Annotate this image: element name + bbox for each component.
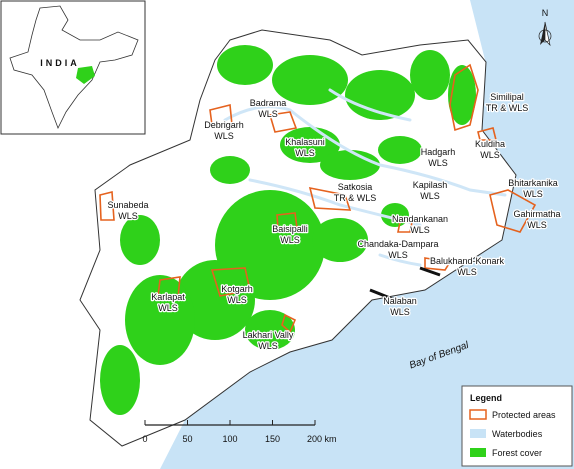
place-label: Similipal	[490, 92, 524, 102]
place-label: Kotgarh	[221, 284, 253, 294]
place-label: WLS	[390, 307, 410, 317]
place-label: WLS	[410, 225, 430, 235]
place-label: Sunabeda	[107, 200, 148, 210]
place-label: WLS	[158, 303, 178, 313]
legend: Legend Protected areas Waterbodies Fores…	[461, 385, 573, 467]
place-label: Kapilash	[413, 180, 448, 190]
place-label: WLS	[457, 267, 477, 277]
place-label: WLS	[214, 131, 234, 141]
protected-areas	[99, 63, 537, 334]
place-label: Satkosia	[338, 182, 373, 192]
labels: DebrigarhWLSBadramaWLSKhalasuniWLSSimili…	[106, 91, 562, 353]
place-label: Balukhand-Konark	[430, 256, 505, 266]
place-label: WLS	[118, 211, 138, 221]
sea	[160, 0, 574, 469]
place-label: Chandaka-Dampara	[357, 239, 438, 249]
place-label: WLS	[258, 109, 278, 119]
place-label: WLS	[388, 250, 408, 260]
legend-swatch	[470, 448, 486, 457]
place-label: Nalaban	[383, 296, 417, 306]
place-label: Baisipalli	[272, 224, 308, 234]
place-label: WLS	[527, 220, 547, 230]
legend-swatch	[469, 409, 487, 420]
scale-label: 150	[265, 434, 280, 444]
place-label: Bhitarkanika	[508, 178, 558, 188]
lake	[419, 266, 441, 277]
place-label: Lakhari Vally	[243, 330, 294, 340]
place-label: WLS	[295, 148, 315, 158]
place-label: TR & WLS	[334, 193, 377, 203]
legend-title: Legend	[470, 393, 502, 403]
place-label: Kuldiha	[475, 139, 505, 149]
forest-cover	[100, 45, 476, 415]
place-label: WLS	[480, 150, 500, 160]
legend-item: Waterbodies	[492, 429, 543, 439]
north-label: N	[542, 8, 549, 18]
legend-swatch	[470, 429, 486, 438]
place-label: Nandankanan	[392, 214, 448, 224]
place-label: WLS	[428, 158, 448, 168]
odisha-highlight	[76, 66, 95, 84]
place-label: WLS	[420, 191, 440, 201]
north-arrow: N	[538, 8, 552, 47]
lake	[369, 288, 396, 302]
place-label: Hadgarh	[421, 147, 456, 157]
place-label: Badrama	[250, 98, 287, 108]
place-label: Debrigarh	[204, 120, 244, 130]
scale-label: 50	[182, 434, 192, 444]
scale-label: 200 km	[307, 434, 337, 444]
rivers	[223, 88, 507, 267]
inset-label: INDIA	[40, 58, 80, 68]
place-label: WLS	[258, 341, 278, 351]
place-label: TR & WLS	[486, 103, 529, 113]
place-label: WLS	[280, 235, 300, 245]
place-label: Khalasuni	[285, 137, 325, 147]
india-outline	[9, 5, 139, 129]
scale-label: 0	[142, 434, 147, 444]
place-label: WLS	[227, 295, 247, 305]
scale-bar: 0 50 100 150 200 km	[142, 420, 337, 444]
place-label: Karlapat	[151, 292, 185, 302]
legend-item: Protected areas	[492, 410, 556, 420]
place-label: Gahirmatha	[513, 209, 560, 219]
legend-item: Forest cover	[492, 448, 542, 458]
inset-map: INDIA	[0, 0, 146, 135]
scale-label: 100	[222, 434, 237, 444]
place-label: WLS	[523, 189, 543, 199]
